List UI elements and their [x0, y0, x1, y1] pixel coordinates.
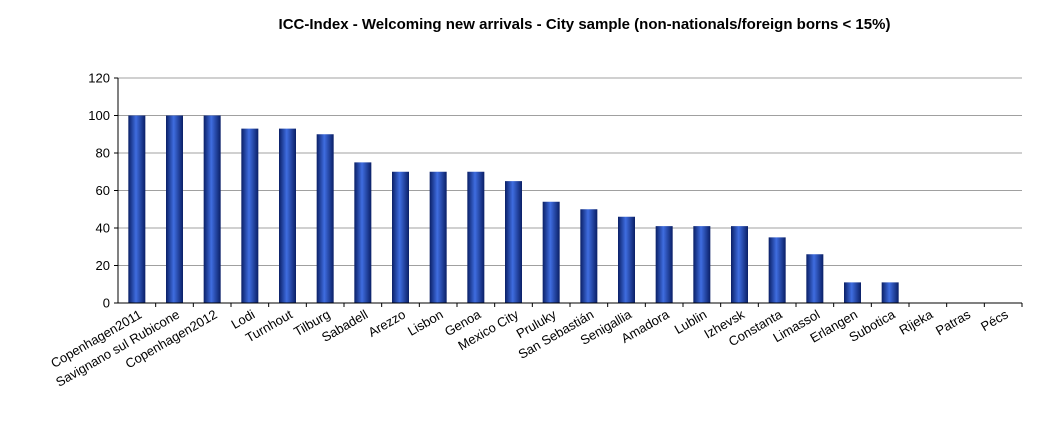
bar — [731, 226, 748, 303]
bar — [241, 128, 259, 303]
bar — [166, 115, 183, 303]
category-label: Pécs — [978, 306, 1011, 334]
category-label: Patras — [933, 306, 973, 338]
bar — [203, 115, 221, 303]
y-tick-label: 80 — [96, 146, 110, 161]
chart-title: ICC-Index - Welcoming new arrivals - Cit… — [278, 16, 891, 33]
category-label: Rijeka — [897, 306, 936, 337]
bar — [467, 171, 485, 303]
category-label: Arezzo — [365, 307, 408, 340]
y-tick-label: 0 — [103, 296, 110, 311]
bar — [279, 128, 296, 303]
bar — [542, 201, 560, 303]
axes — [114, 77, 1023, 307]
bar — [655, 226, 673, 303]
y-tick-label: 100 — [88, 108, 110, 123]
y-tick-label: 40 — [96, 221, 110, 236]
bar — [128, 115, 146, 303]
bar — [316, 134, 334, 303]
category-label: Lisbon — [405, 307, 446, 339]
bar — [429, 171, 447, 303]
bar — [881, 282, 899, 303]
bar — [768, 237, 786, 303]
y-tick-label: 120 — [88, 71, 110, 86]
bar — [618, 216, 635, 303]
bar — [693, 226, 711, 303]
gridlines — [118, 77, 1022, 266]
y-tick-label: 20 — [96, 258, 110, 273]
bar — [844, 282, 861, 303]
y-tick-labels: 0 20 40 60 80 100 120 — [88, 71, 110, 311]
bar — [806, 254, 824, 303]
bars — [128, 115, 899, 303]
bar — [354, 162, 372, 303]
y-tick-label: 60 — [96, 183, 110, 198]
bar — [392, 171, 409, 303]
bar — [580, 209, 598, 303]
bar — [505, 181, 522, 303]
